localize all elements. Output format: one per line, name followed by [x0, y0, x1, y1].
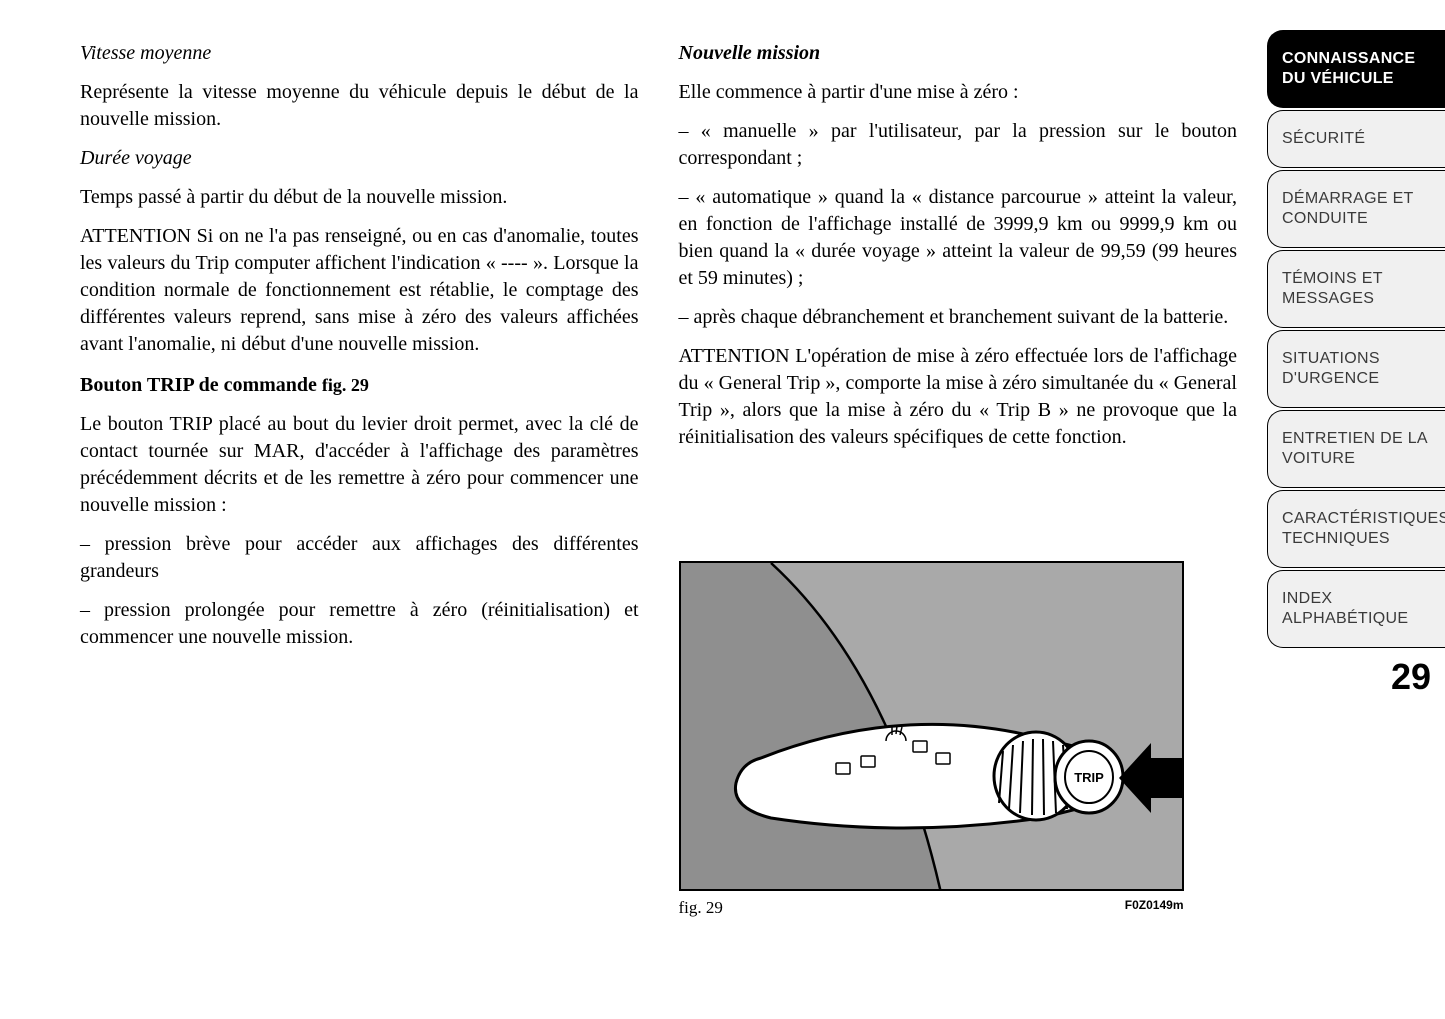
para-attention2: ATTENTION L'opération de mise à zéro eff… — [679, 343, 1238, 451]
tab-temoins[interactable]: TÉMOINS ET MESSAGES — [1267, 250, 1445, 328]
para-vitesse: Représente la vitesse moyenne du véhicul… — [80, 79, 639, 133]
para-bouton-trip: Le bouton TRIP placé au bout du levier d… — [80, 411, 639, 519]
tab-index[interactable]: INDEX ALPHABÉTIQUE — [1267, 570, 1445, 648]
tab-connaissance[interactable]: CONNAISSANCE DU VÉHICULE — [1267, 30, 1445, 108]
trip-label: TRIP — [1074, 770, 1104, 785]
fig-ref: fig. 29 — [322, 375, 369, 395]
para-pression-longue: – pression prolongée pour remettre à zér… — [80, 597, 639, 651]
para-nm-intro: Elle commence à partir d'une mise à zéro… — [679, 79, 1238, 106]
heading-bouton-trip-text: Bouton TRIP de commande — [80, 374, 322, 396]
heading-bouton-trip: Bouton TRIP de commande fig. 29 — [80, 372, 639, 399]
right-column: Nouvelle mission Elle commence à partir … — [679, 40, 1238, 989]
figure-code: F0Z0149m — [1125, 897, 1184, 920]
para-attention1: ATTENTION Si on ne l'a pas renseigné, ou… — [80, 223, 639, 358]
tab-urgence[interactable]: SITUATIONS D'URGENCE — [1267, 330, 1445, 408]
sidebar-tabs: CONNAISSANCE DU VÉHICULE SÉCURITÉ DÉMARR… — [1267, 0, 1445, 1019]
content-area: Vitesse moyenne Représente la vitesse mo… — [0, 0, 1267, 1019]
figure-29: TRIP — [679, 561, 1184, 891]
tab-securite[interactable]: SÉCURITÉ — [1267, 110, 1445, 168]
trip-stalk-illustration: TRIP — [681, 563, 1184, 891]
para-nm-manuelle: – « manuelle » par l'utilisateur, par la… — [679, 118, 1238, 172]
manual-page: Vitesse moyenne Représente la vitesse mo… — [0, 0, 1445, 1019]
tab-caracteristiques[interactable]: CARACTÉRISTIQUES TECHNIQUES — [1267, 490, 1445, 568]
figure-caption: fig. 29 — [679, 897, 723, 920]
heading-vitesse: Vitesse moyenne — [80, 40, 639, 67]
para-nm-auto: – « automatique » quand la « distance pa… — [679, 184, 1238, 292]
tab-demarrage[interactable]: DÉMARRAGE ET CONDUITE — [1267, 170, 1445, 248]
left-column: Vitesse moyenne Représente la vitesse mo… — [80, 40, 639, 989]
para-nm-batterie: – après chaque débranchement et branchem… — [679, 304, 1238, 331]
para-pression-breve: – pression brève pour accéder aux affich… — [80, 531, 639, 585]
figure-caption-row: fig. 29 F0Z0149m — [679, 897, 1184, 920]
tab-entretien[interactable]: ENTRETIEN DE LA VOITURE — [1267, 410, 1445, 488]
heading-duree: Durée voyage — [80, 145, 639, 172]
para-duree: Temps passé à partir du début de la nouv… — [80, 184, 639, 211]
page-number: 29 — [1267, 656, 1445, 698]
heading-nouvelle-mission: Nouvelle mission — [679, 40, 1238, 67]
